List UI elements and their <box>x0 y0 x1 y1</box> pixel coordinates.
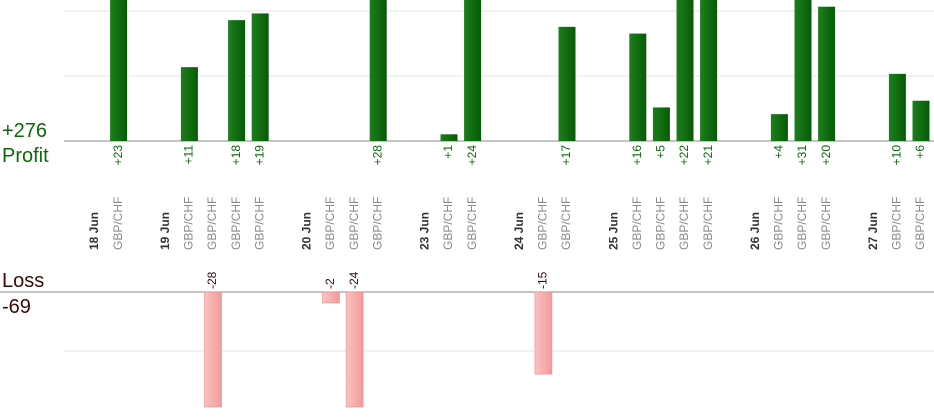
profit-value-label: +17 <box>559 145 573 166</box>
profit-bar <box>110 0 128 141</box>
profit-bar <box>652 107 670 141</box>
category-label: GBP/CHF <box>252 197 266 250</box>
category-label: GBP/CHF <box>347 197 361 250</box>
profit-value-label: +18 <box>229 145 243 166</box>
date-label: 26 Jun <box>748 212 762 250</box>
profit-value-label: +19 <box>252 145 266 166</box>
labels: 18 Jun GBP/CHF +23 19 Jun GBP/CHF +11 GBP/CHF -… <box>87 145 927 289</box>
profit-bar <box>912 100 930 141</box>
profit-value-label: +16 <box>630 145 644 166</box>
loss-label: Loss <box>2 270 44 292</box>
profit-value-label: +20 <box>819 145 833 166</box>
category-label: GBP/CHF <box>111 197 125 250</box>
profit-bar <box>251 13 269 141</box>
category-label: GBP/CHF <box>795 197 809 250</box>
loss-value-label: -2 <box>323 278 337 289</box>
loss-value-label: -24 <box>347 271 361 289</box>
profit-value-label: +10 <box>890 145 904 166</box>
loss-bar <box>534 291 553 375</box>
profit-value-label: +11 <box>182 145 196 165</box>
loss-total: -69 <box>2 296 31 318</box>
profit-value-label: +23 <box>111 145 125 166</box>
category-label: GBP/CHF <box>701 197 715 250</box>
profit-value-label: +5 <box>654 145 668 159</box>
profit-value-label: +28 <box>370 145 384 166</box>
category-label: GBP/CHF <box>465 197 479 250</box>
profit-bar <box>629 33 647 142</box>
category-label: GBP/CHF <box>229 197 243 250</box>
category-label: GBP/CHF <box>441 197 455 250</box>
category-label: GBP/CHF <box>654 197 668 250</box>
profit-value-label: +22 <box>677 145 691 166</box>
category-label: GBP/CHF <box>182 197 196 250</box>
profit-value-label: +1 <box>441 145 455 159</box>
category-label: GBP/CHF <box>819 197 833 250</box>
category-label: GBP/CHF <box>913 197 927 250</box>
category-label: GBP/CHF <box>536 197 550 250</box>
category-label: GBP/CHF <box>630 197 644 250</box>
date-label: 24 Jun <box>512 212 526 250</box>
profit-bar <box>440 134 458 141</box>
category-label: GBP/CHF <box>370 197 384 250</box>
loss-bar <box>322 291 340 304</box>
profit-bar <box>464 0 482 141</box>
category-label: GBP/CHF <box>677 197 691 250</box>
date-label: 27 Jun <box>866 212 880 250</box>
profit-bar <box>888 73 906 141</box>
category-label: GBP/CHF <box>559 197 573 250</box>
profit-value-label: +24 <box>465 145 479 166</box>
profit-total: +276 <box>2 120 47 142</box>
date-label: 20 Jun <box>300 212 314 250</box>
profit-value-label: +21 <box>701 145 715 166</box>
profit-bar <box>818 6 836 142</box>
date-label: 25 Jun <box>606 212 620 250</box>
loss-bar <box>204 291 222 408</box>
category-label: GBP/CHF <box>323 197 337 250</box>
date-label: 18 Jun <box>87 212 101 250</box>
category-label: GBP/CHF <box>890 197 904 250</box>
profit-value-label: +31 <box>795 145 809 166</box>
bars <box>110 0 930 408</box>
loss-bar <box>345 291 364 408</box>
date-label: 23 Jun <box>418 212 432 250</box>
loss-value-label: -28 <box>205 271 219 289</box>
profit-bar <box>369 0 387 141</box>
profit-bar <box>228 20 246 142</box>
profit-bar <box>700 0 718 141</box>
profit-value-label: +6 <box>913 145 927 159</box>
profit-bar <box>676 0 694 141</box>
profit-bar <box>770 114 788 141</box>
profit-bar <box>180 67 198 141</box>
profit-label: Profit <box>2 145 49 167</box>
loss-value-label: -15 <box>536 271 550 289</box>
profit-bar <box>558 26 576 141</box>
category-label: GBP/CHF <box>205 197 219 250</box>
date-label: 19 Jun <box>158 212 172 250</box>
profit-value-label: +4 <box>772 145 786 159</box>
category-label: GBP/CHF <box>772 197 786 250</box>
profit-bar <box>794 0 812 141</box>
